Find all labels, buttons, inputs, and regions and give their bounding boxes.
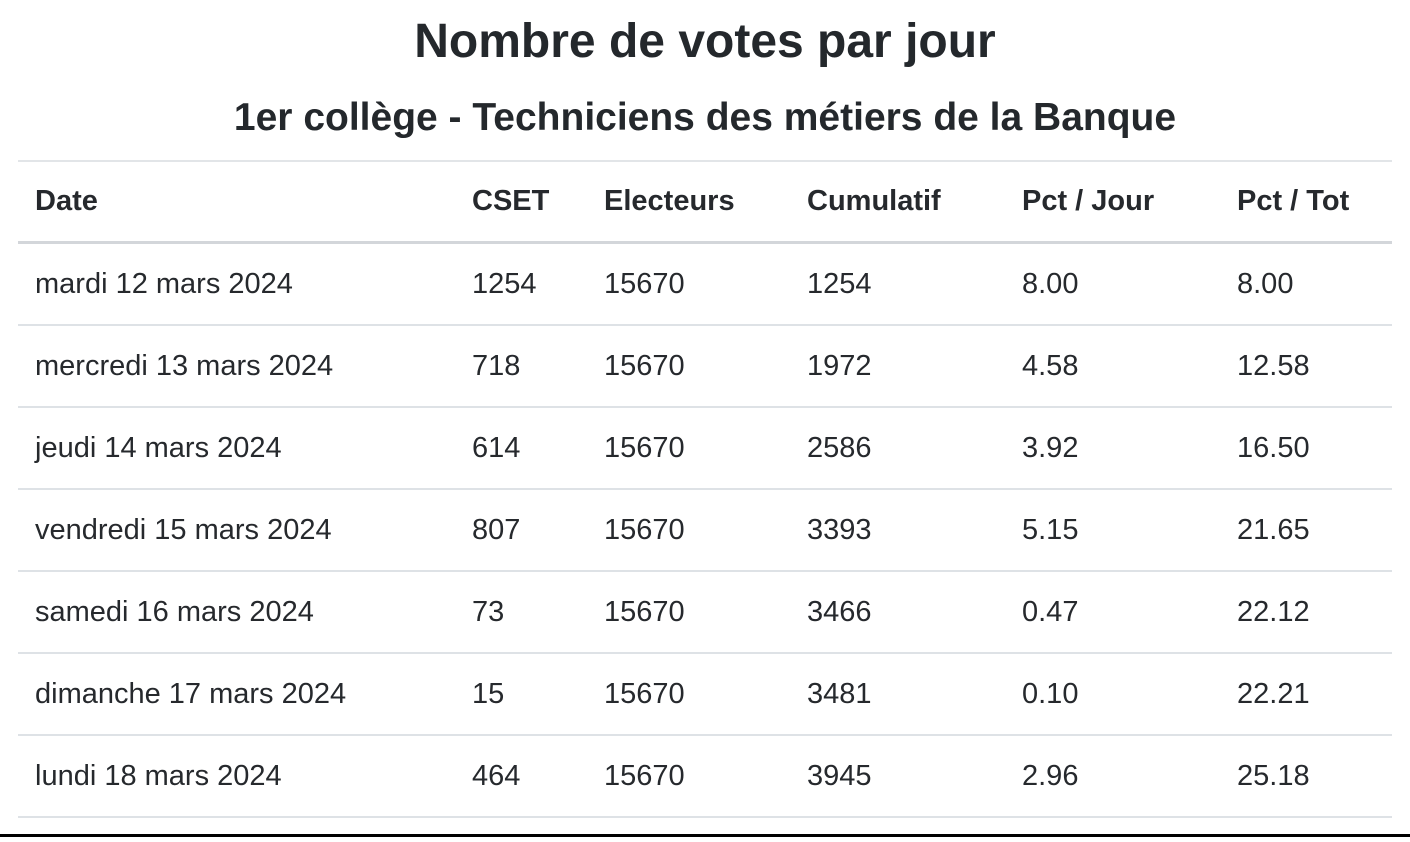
table-cell-electeurs: 15670 — [587, 407, 790, 490]
table-row: mercredi 13 mars 2024 718 15670 1972 4.58 12.… — [18, 325, 1392, 408]
table-cell-cumulatif: 3481 — [790, 653, 1005, 736]
table-cell-date: lundi 18 mars 2024 — [18, 735, 455, 818]
table-cell-pct_tot: 8.00 — [1220, 242, 1392, 326]
table-cell-electeurs: 15670 — [587, 325, 790, 408]
votes-table: Date CSET Electeurs Cumulatif Pct / Jour Pct … — [18, 160, 1392, 818]
table-cell-cset: 807 — [455, 489, 587, 572]
table-cell-pct_jour: 4.58 — [1005, 325, 1220, 408]
column-header: CSET — [455, 161, 587, 244]
table-cell-pct_jour: 2.96 — [1005, 735, 1220, 818]
table-body: mardi 12 mars 2024 1254 15670 1254 8.00 8.00 m… — [18, 242, 1392, 818]
table-cell-cumulatif: 1254 — [790, 242, 1005, 326]
table-cell-pct_tot: 16.50 — [1220, 407, 1392, 490]
table-row: dimanche 17 mars 2024 15 15670 3481 0.10 22.2… — [18, 653, 1392, 736]
table-cell-cset: 464 — [455, 735, 587, 818]
table-row: mardi 12 mars 2024 1254 15670 1254 8.00 8.00 — [18, 242, 1392, 326]
table-cell-cumulatif: 1972 — [790, 325, 1005, 408]
table-cell-pct_jour: 8.00 — [1005, 242, 1220, 326]
table-cell-cset: 718 — [455, 325, 587, 408]
table-cell-cumulatif: 2586 — [790, 407, 1005, 490]
table-cell-electeurs: 15670 — [587, 571, 790, 654]
table-cell-cset: 15 — [455, 653, 587, 736]
table-cell-electeurs: 15670 — [587, 242, 790, 326]
table-header-row: Date CSET Electeurs Cumulatif Pct / Jour Pct … — [18, 161, 1392, 244]
table-cell-pct_jour: 5.15 — [1005, 489, 1220, 572]
table-cell-date: vendredi 15 mars 2024 — [18, 489, 455, 572]
table-cell-date: jeudi 14 mars 2024 — [18, 407, 455, 490]
table-row: jeudi 14 mars 2024 614 15670 2586 3.92 16.50 — [18, 407, 1392, 490]
table-cell-date: mardi 12 mars 2024 — [18, 242, 455, 326]
table-cell-pct_tot: 12.58 — [1220, 325, 1392, 408]
page-subtitle: 1er collège - Techniciens des métiers de… — [233, 96, 1177, 139]
table-row: samedi 16 mars 2024 73 15670 3466 0.47 22.12 — [18, 571, 1392, 654]
table-cell-cset: 73 — [455, 571, 587, 654]
window-bottom-edge — [0, 834, 1410, 837]
table-row: lundi 18 mars 2024 464 15670 3945 2.96 25.18 — [18, 735, 1392, 818]
table-cell-pct_tot: 22.21 — [1220, 653, 1392, 736]
table-cell-pct_jour: 0.47 — [1005, 571, 1220, 654]
table-cell-cset: 614 — [455, 407, 587, 490]
table-cell-electeurs: 15670 — [587, 489, 790, 572]
table-cell-date: samedi 16 mars 2024 — [18, 571, 455, 654]
table-cell-cumulatif: 3393 — [790, 489, 1005, 572]
column-header: Cumulatif — [790, 161, 1005, 244]
table-cell-date: dimanche 17 mars 2024 — [18, 653, 455, 736]
table-cell-cumulatif: 3945 — [790, 735, 1005, 818]
table-cell-cset: 1254 — [455, 242, 587, 326]
table-header: Date CSET Electeurs Cumulatif Pct / Jour Pct … — [18, 161, 1392, 244]
table-cell-date: mercredi 13 mars 2024 — [18, 325, 455, 408]
table-row: vendredi 15 mars 2024 807 15670 3393 5.15 21.… — [18, 489, 1392, 572]
table-cell-pct_tot: 22.12 — [1220, 571, 1392, 654]
table-cell-pct_tot: 25.18 — [1220, 735, 1392, 818]
page-title: Nombre de votes par jour — [414, 15, 996, 68]
column-header: Pct / Tot — [1220, 161, 1392, 244]
column-header: Date — [18, 161, 455, 244]
column-header: Pct / Jour — [1005, 161, 1220, 244]
table-cell-pct_tot: 21.65 — [1220, 489, 1392, 572]
table-cell-electeurs: 15670 — [587, 735, 790, 818]
table-cell-electeurs: 15670 — [587, 653, 790, 736]
table-cell-cumulatif: 3466 — [790, 571, 1005, 654]
column-header: Electeurs — [587, 161, 790, 244]
votes-table-container: Date CSET Electeurs Cumulatif Pct / Jour Pct … — [18, 160, 1392, 818]
table-cell-pct_jour: 3.92 — [1005, 407, 1220, 490]
table-cell-pct_jour: 0.10 — [1005, 653, 1220, 736]
